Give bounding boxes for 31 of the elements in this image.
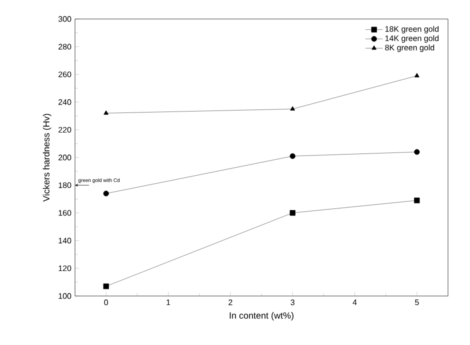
y-tick-label: 100 [58,293,72,299]
x-tick-label: 0 [104,300,108,306]
point [290,210,296,216]
x-tick-label: 3 [290,300,294,306]
x-tick-label: 2 [228,300,232,306]
point [103,284,109,290]
y-tick-label: 200 [58,154,72,160]
x-tick-label: 1 [166,300,170,306]
x-tick-label: 4 [352,300,357,306]
legend-label: 18K green gold [385,26,439,34]
x-tick-label: 5 [415,300,419,306]
point [290,106,296,111]
y-tick-label: 120 [58,265,72,272]
y-tick-label: 140 [58,238,72,244]
y-axis-title: Vickers hardness (Hv) [42,114,52,202]
point [104,110,109,115]
y-tick-label: 160 [58,210,72,216]
legend-label: 8K green gold [385,44,434,52]
y-tick-label: 220 [58,126,72,133]
point [290,153,296,159]
x-axis-title: In content (wt%) [230,312,294,320]
point [414,72,420,78]
y-tick-label: 280 [58,44,72,50]
y-tick-label: 180 [58,182,72,188]
point [103,190,109,196]
point [414,149,420,155]
y-tick-label: 240 [58,99,72,105]
y-tick-label: 300 [58,16,72,22]
legend-label: 14K green gold [385,35,439,43]
y-tick-label: 260 [58,72,72,78]
point [414,198,420,204]
